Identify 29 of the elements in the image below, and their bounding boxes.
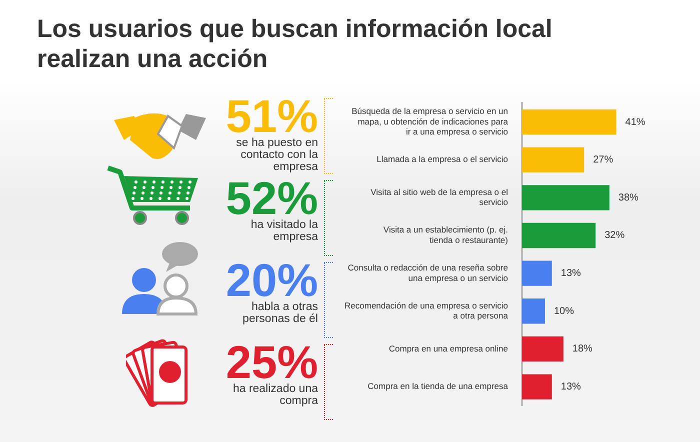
y-tick-label: Compra en una empresa online <box>388 343 508 354</box>
bar <box>522 185 610 210</box>
text: ha realizado una compra <box>232 383 318 407</box>
text: se ha puesto en contacto con la empresa <box>235 137 318 173</box>
bar <box>522 147 584 172</box>
bar <box>522 336 564 362</box>
bar <box>522 374 552 400</box>
data-label: 41% <box>625 116 646 128</box>
bar <box>522 298 545 324</box>
y-tick-label: Compra en la tienda de una empresa <box>368 381 508 392</box>
data-label: 10% <box>554 306 574 317</box>
y-tick-label: Búsqueda de la empresa o servicio en un mapa, u obtención de indicaciones para ir a una empresa o servicio <box>352 106 508 137</box>
y-tick-label: Recomendación de una empresa o servicio a otra persona <box>344 300 508 321</box>
data-label: 13% <box>560 382 582 393</box>
data-label: 38% <box>618 192 639 204</box>
bar <box>522 260 552 286</box>
bar <box>522 109 616 135</box>
data-label: 13% <box>560 268 582 280</box>
y-tick-label: Consulta o redacción de una reseña sobre una empresa o un servicio <box>348 262 508 283</box>
data-label: 27% <box>593 154 614 166</box>
text: ha visitado la empresa <box>250 219 318 243</box>
bar <box>522 222 596 248</box>
y-tick-label: Llamada a la empresa o el servicio <box>376 154 508 164</box>
data-label: 32% <box>604 230 625 242</box>
text: Los usuarios que buscan información local realizan una acción <box>37 14 554 74</box>
y-tick-label: Visita a un establecimiento (p. ej. tienda o restaurante) <box>383 224 508 245</box>
data-label: 18% <box>572 344 593 355</box>
text: habla a otras personas de él <box>242 301 318 325</box>
y-tick-label: Visita al sitio web de la empresa o el servicio <box>370 186 508 208</box>
